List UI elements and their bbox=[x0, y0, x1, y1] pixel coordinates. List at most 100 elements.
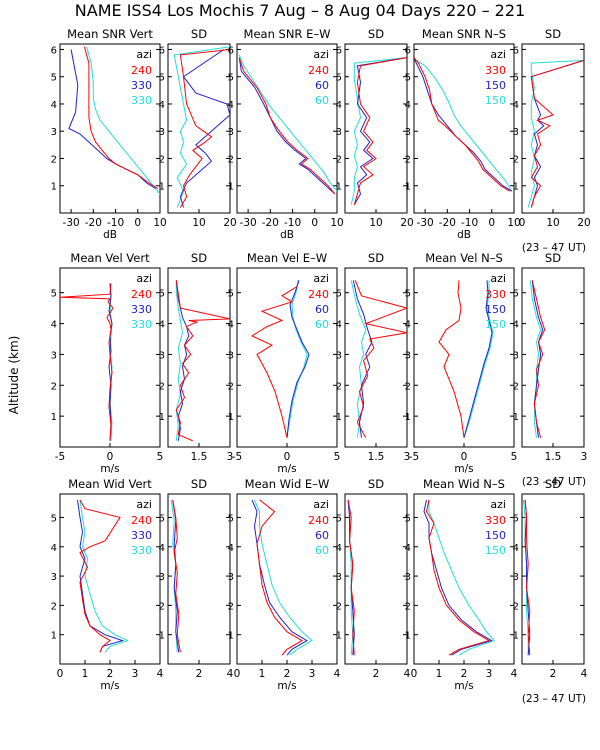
legend-entry-cyan-wid-0: 330 bbox=[131, 544, 152, 557]
x-tick-label-wid-5: 4 bbox=[581, 668, 588, 680]
x-tick-label-snr-4: -30 bbox=[417, 217, 434, 229]
y-tick-label-wid-0: 3 bbox=[51, 572, 57, 583]
y-tick-label-snr-0: 3 bbox=[51, 127, 57, 138]
y-tick-label-wid-1: 5 bbox=[159, 513, 165, 524]
y-axis-label: Altitude (km) bbox=[7, 336, 21, 415]
y-tick-label-vel-3: 3 bbox=[336, 350, 342, 361]
legend-entry-cyan-vel-0: 330 bbox=[131, 318, 152, 331]
y-tick-label-snr-5: 6 bbox=[513, 45, 519, 56]
y-tick-label-snr-0: 1 bbox=[51, 182, 57, 193]
panel-frame-snr-4 bbox=[413, 43, 515, 214]
series-line-red-vel-0 bbox=[60, 283, 114, 441]
x-tick-label-snr-0: 0 bbox=[134, 217, 141, 229]
legend-entry-blue-vel-4: 150 bbox=[485, 303, 506, 316]
y-tick-label-snr-2: 5 bbox=[228, 73, 234, 84]
y-tick-label-snr-3: 2 bbox=[336, 154, 342, 165]
x-tick-label-snr-0: -20 bbox=[85, 217, 102, 229]
x-tick-label-vel-4: 5 bbox=[511, 451, 518, 463]
y-tick-label-vel-0: 5 bbox=[51, 289, 57, 300]
series-line-red-vel-2 bbox=[250, 286, 298, 438]
series-line-red-snr-0 bbox=[83, 46, 159, 189]
series-line-cyan-snr-5 bbox=[527, 59, 584, 208]
series-line-red-wid-1 bbox=[172, 499, 181, 653]
legend-entry-red-snr-4: 330 bbox=[485, 64, 506, 77]
series-line-red-vel-4 bbox=[438, 280, 465, 438]
y-tick-label-vel-2: 5 bbox=[228, 289, 234, 300]
x-tick-label-snr-5: 20 bbox=[577, 217, 590, 229]
y-tick-label-snr-2: 6 bbox=[228, 45, 234, 56]
page-title: NAME ISS4 Los Mochis 7 Aug – 8 Aug 04 Da… bbox=[74, 1, 526, 20]
legend-entry-blue-vel-0: 330 bbox=[131, 303, 152, 316]
series-line-cyan-vel-3 bbox=[350, 280, 367, 438]
panel-title-wid-3: SD bbox=[368, 477, 384, 491]
y-tick-label-snr-0: 6 bbox=[51, 45, 57, 56]
panel-title-snr-3: SD bbox=[368, 27, 384, 41]
legend-entry-blue-snr-0: 330 bbox=[131, 79, 152, 92]
legend-header-snr-0: azi bbox=[136, 48, 152, 61]
x-tick-label-snr-0: 10 bbox=[153, 217, 166, 229]
legend-entry-red-snr-2: 240 bbox=[308, 64, 329, 77]
x-tick-label-wid-4: 0 bbox=[411, 668, 418, 680]
x-tick-label-vel-4: -5 bbox=[409, 451, 419, 463]
y-tick-label-snr-1: 2 bbox=[159, 154, 165, 165]
x-tick-label-wid-0: 4 bbox=[157, 668, 164, 680]
y-tick-label-vel-1: 5 bbox=[159, 289, 165, 300]
x-tick-label-snr-4: 10 bbox=[507, 217, 520, 229]
series-line-cyan-snr-1 bbox=[173, 46, 230, 208]
series-line-blue-snr-5 bbox=[530, 59, 584, 208]
y-tick-label-vel-2: 4 bbox=[228, 320, 234, 331]
x-axis-label-vel-4: m/s bbox=[454, 463, 473, 475]
x-tick-label-vel-0: -5 bbox=[55, 451, 65, 463]
y-tick-label-vel-1: 4 bbox=[159, 320, 165, 331]
y-tick-label-wid-5: 5 bbox=[513, 513, 519, 524]
y-tick-label-snr-3: 5 bbox=[336, 73, 342, 84]
series-line-blue-vel-0 bbox=[108, 283, 113, 441]
series-line-blue-vel-4 bbox=[463, 280, 493, 438]
legend-entry-red-wid-0: 240 bbox=[131, 514, 152, 527]
x-tick-label-wid-0: 1 bbox=[82, 668, 89, 680]
x-axis-label-vel-0: m/s bbox=[100, 463, 119, 475]
x-tick-label-snr-5: 0 bbox=[519, 217, 526, 229]
x-axis-label-vel-2: m/s bbox=[277, 463, 296, 475]
x-tick-label-snr-3: 10 bbox=[369, 217, 382, 229]
y-tick-label-vel-5: 5 bbox=[513, 289, 519, 300]
x-tick-label-snr-2: -30 bbox=[240, 217, 257, 229]
y-tick-label-snr-0: 2 bbox=[51, 154, 57, 165]
x-tick-label-snr-4: -10 bbox=[461, 217, 478, 229]
y-tick-label-snr-4: 3 bbox=[405, 127, 411, 138]
y-tick-label-snr-0: 4 bbox=[51, 100, 57, 111]
panel-title-wid-1: SD bbox=[191, 477, 207, 491]
panel-title-snr-1: SD bbox=[191, 27, 207, 41]
legend-entry-cyan-vel-2: 60 bbox=[315, 318, 329, 331]
y-tick-label-vel-2: 3 bbox=[228, 350, 234, 361]
ut-note-snr: (23 – 47 UT) bbox=[522, 242, 586, 254]
x-tick-label-snr-0: -30 bbox=[63, 217, 80, 229]
x-tick-label-vel-5: 1.5 bbox=[545, 451, 562, 463]
x-tick-label-wid-4: 4 bbox=[511, 668, 518, 680]
y-tick-label-snr-5: 3 bbox=[513, 127, 519, 138]
series-line-cyan-snr-3 bbox=[350, 57, 407, 205]
y-tick-label-wid-5: 3 bbox=[513, 572, 519, 583]
y-tick-label-wid-2: 3 bbox=[228, 572, 234, 583]
panel-title-snr-5: SD bbox=[545, 27, 561, 41]
x-axis-label-wid-2: m/s bbox=[277, 680, 296, 692]
y-tick-label-snr-1: 3 bbox=[159, 127, 165, 138]
y-tick-label-vel-5: 3 bbox=[513, 350, 519, 361]
series-line-cyan-vel-5 bbox=[529, 280, 542, 438]
y-tick-label-vel-3: 5 bbox=[336, 289, 342, 300]
legend-entry-cyan-snr-0: 330 bbox=[131, 94, 152, 107]
y-tick-label-vel-0: 3 bbox=[51, 350, 57, 361]
y-tick-label-wid-3: 2 bbox=[336, 601, 342, 612]
legend-header-wid-0: azi bbox=[136, 498, 152, 511]
y-tick-label-wid-5: 4 bbox=[513, 543, 519, 554]
legend-entry-red-vel-4: 330 bbox=[485, 288, 506, 301]
y-tick-label-snr-3: 6 bbox=[336, 45, 342, 56]
panel-title-vel-2: Mean Vel E–W bbox=[247, 251, 327, 265]
y-tick-label-snr-5: 4 bbox=[513, 100, 519, 111]
y-tick-label-snr-1: 6 bbox=[159, 45, 165, 56]
series-line-red-snr-3 bbox=[353, 57, 407, 205]
y-tick-label-wid-0: 1 bbox=[51, 631, 57, 642]
y-tick-label-vel-4: 4 bbox=[405, 320, 411, 331]
x-tick-label-wid-4: 3 bbox=[486, 668, 493, 680]
